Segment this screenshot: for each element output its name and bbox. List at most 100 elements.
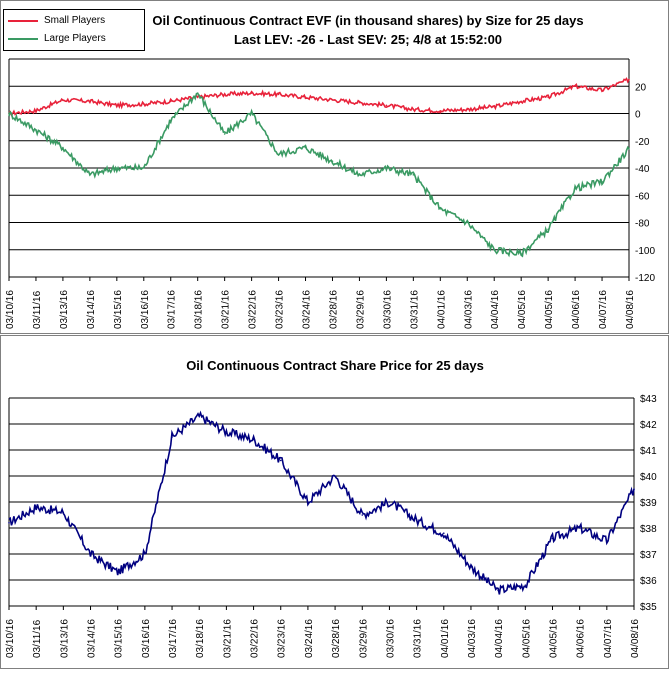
data-point	[116, 167, 118, 169]
x-tick-label: 03/10/16	[5, 619, 16, 658]
data-point	[493, 248, 496, 251]
x-tick-label: 04/08/16	[625, 290, 636, 329]
data-point	[169, 100, 172, 103]
data-point	[250, 112, 253, 115]
data-point	[89, 100, 91, 103]
data-point	[442, 532, 445, 534]
data-point	[439, 208, 442, 210]
data-point	[331, 160, 334, 162]
evf-chart: Oil Continuous Contract EVF (in thousand…	[5, 13, 655, 329]
x-tick-label: 03/22/16	[248, 290, 259, 329]
data-point	[388, 501, 391, 503]
x-tick-label: 04/05/16	[544, 290, 555, 329]
price-series-lines	[8, 410, 635, 595]
x-tick-label: 03/11/16	[32, 619, 43, 658]
data-point	[116, 571, 119, 573]
data-point	[62, 511, 65, 514]
data-point	[547, 96, 549, 98]
y-tick-label: -80	[635, 219, 650, 230]
x-tick-label: 03/13/16	[59, 290, 70, 329]
y-tick-label: 20	[635, 82, 647, 93]
data-point	[8, 112, 10, 115]
data-point	[225, 431, 228, 433]
legend-item-small-players: Small Players	[8, 15, 105, 26]
x-tick-label: 03/18/16	[194, 290, 205, 329]
data-point	[223, 133, 226, 135]
data-point	[601, 180, 603, 183]
x-tick-label: 03/17/16	[167, 290, 178, 329]
x-tick-label: 03/29/16	[358, 619, 369, 658]
data-point	[574, 85, 576, 88]
data-point	[601, 89, 603, 92]
data-point	[470, 566, 472, 568]
y-tick-label: $42	[640, 420, 657, 431]
x-tick-label: 03/16/16	[140, 290, 151, 329]
data-point	[358, 174, 361, 176]
data-point	[142, 103, 145, 105]
x-tick-label: 03/30/16	[385, 619, 396, 658]
data-point	[198, 415, 201, 417]
y-tick-label: 0	[635, 110, 641, 121]
data-point	[331, 99, 334, 101]
data-point	[144, 553, 146, 555]
price-chart: Oil Continuous Contract Share Price for …	[5, 358, 657, 658]
data-point	[412, 174, 415, 176]
x-tick-label: 03/13/16	[59, 619, 70, 658]
evf-chart-subtitle: Last LEV: -26 - Last SEV: 25; 4/8 at 15:…	[234, 32, 502, 47]
x-tick-label: 03/23/16	[277, 619, 288, 658]
data-point	[578, 527, 581, 529]
x-tick-label: 03/18/16	[195, 619, 206, 658]
data-point	[250, 92, 253, 94]
x-tick-label: 04/06/16	[576, 619, 587, 658]
data-point	[547, 228, 549, 231]
data-point	[116, 104, 118, 107]
x-tick-label: 03/15/16	[114, 619, 125, 658]
x-tick-label: 03/24/16	[304, 619, 315, 658]
data-point	[89, 174, 91, 176]
evf-chart-title: Oil Continuous Contract EVF (in thousand…	[152, 13, 583, 28]
x-tick-label: 03/17/16	[168, 619, 179, 658]
data-point	[304, 96, 307, 98]
price-gridlines	[8, 397, 635, 607]
data-point	[385, 167, 388, 169]
evf-gridlines	[8, 58, 630, 278]
x-tick-label: 04/08/16	[630, 619, 641, 658]
data-point	[223, 93, 226, 96]
data-point	[497, 589, 499, 592]
y-tick-label: -40	[635, 164, 650, 175]
data-point	[628, 78, 630, 81]
x-tick-label: 04/04/16	[494, 619, 505, 658]
x-tick-label: 04/04/16	[490, 290, 501, 329]
x-tick-label: 03/22/16	[250, 619, 261, 658]
data-point	[334, 475, 336, 477]
data-point	[89, 553, 92, 555]
data-point	[415, 519, 418, 521]
data-point	[385, 104, 388, 107]
data-point	[524, 584, 527, 586]
x-tick-label: 04/06/16	[571, 290, 582, 329]
legend-swatch-small	[8, 19, 38, 22]
legend-item-large-players: Large Players	[8, 33, 106, 44]
x-tick-label: 03/16/16	[141, 619, 152, 658]
data-point	[196, 96, 199, 98]
x-tick-label: 03/15/16	[113, 290, 124, 329]
x-tick-label: 03/24/16	[302, 290, 313, 329]
x-tick-label: 03/21/16	[221, 290, 232, 329]
data-point	[606, 540, 608, 542]
data-point	[633, 488, 635, 490]
x-tick-label: 03/31/16	[413, 619, 424, 658]
y-tick-label: -100	[635, 246, 655, 257]
series-line-first	[8, 77, 630, 117]
x-tick-label: 04/01/16	[440, 619, 451, 658]
data-point	[551, 537, 554, 540]
data-point	[277, 153, 280, 156]
data-point	[35, 506, 37, 508]
data-point	[361, 514, 364, 516]
x-tick-label: 03/29/16	[355, 290, 366, 329]
y-tick-label: $39	[640, 498, 657, 509]
x-tick-label: 04/01/16	[436, 290, 447, 329]
data-point	[466, 108, 469, 111]
data-point	[439, 109, 442, 112]
x-tick-label: 04/05/16	[521, 619, 532, 658]
